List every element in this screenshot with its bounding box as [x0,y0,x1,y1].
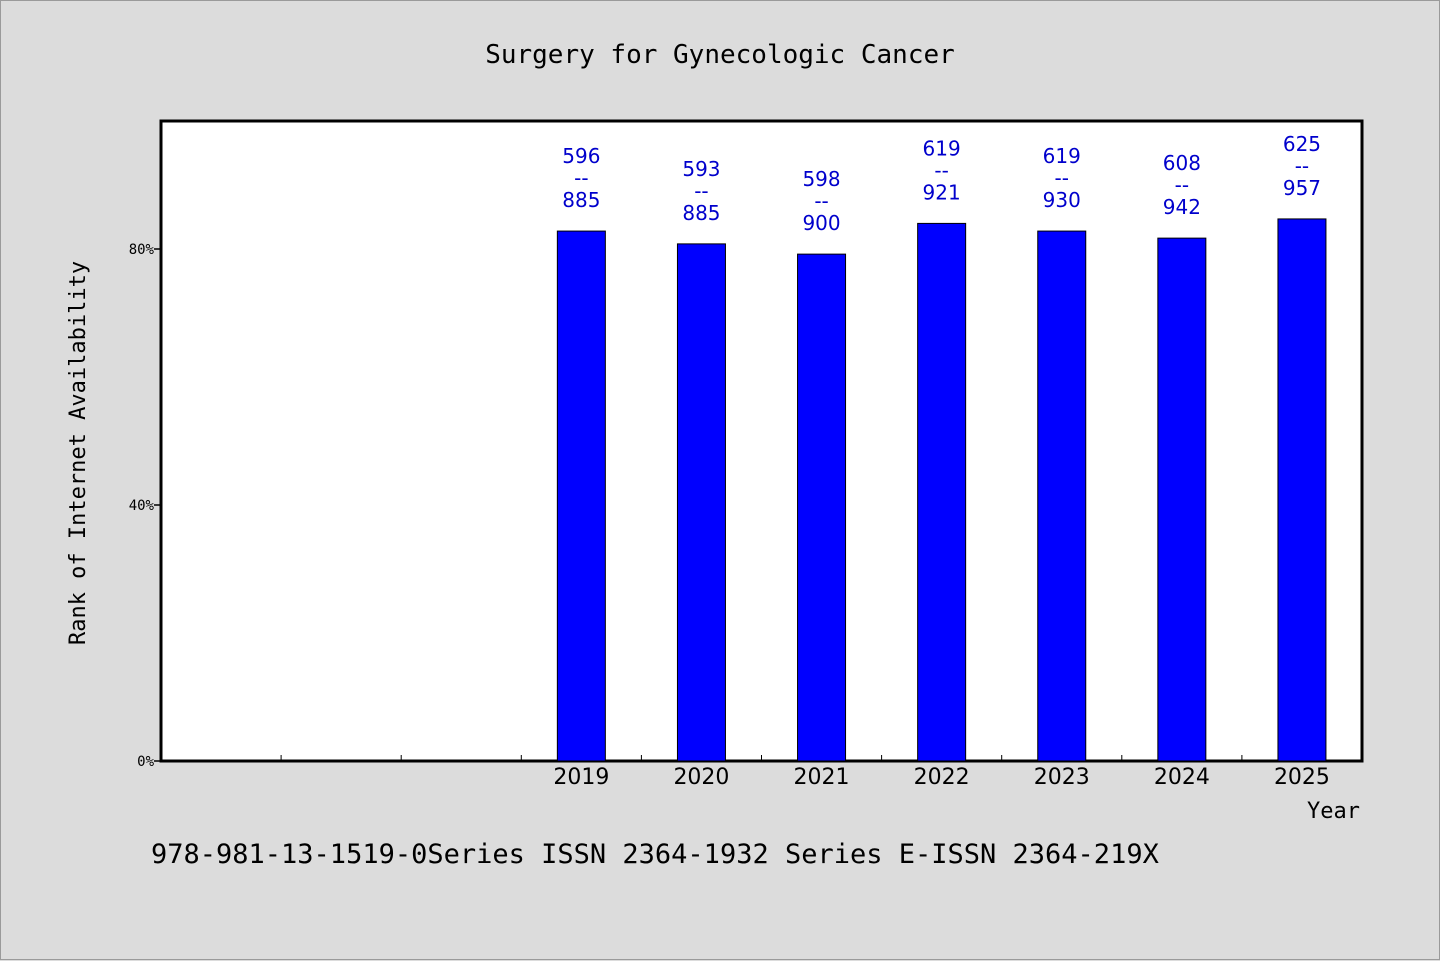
data-label-top: 619 [923,136,961,160]
axis-ticks: 0% 40% 80% [129,242,1243,770]
y-tick-label: 0% [137,754,154,770]
bar-2022 [917,222,967,762]
data-label-sep: -- [574,166,588,190]
data-label-sep: -- [694,179,708,203]
x-tick-label: 2020 [673,765,729,790]
chart-title: Surgery for Gynecologic Cancer [485,40,955,70]
data-label-sep: -- [1175,173,1189,197]
data-label-top: 593 [682,157,720,181]
y-tick-label: 40% [129,498,155,514]
data-label-top: 619 [1043,144,1081,168]
y-tick-label: 80% [129,242,155,258]
data-label-bottom: 885 [682,201,720,225]
data-label-bottom: 921 [923,180,961,204]
y-axis-label: Rank of Internet Availability [66,261,91,645]
bar-2019 [556,230,606,762]
bar-2021 [797,253,847,762]
bar-2025 [1277,218,1327,762]
data-label-bottom: 957 [1283,176,1321,200]
data-label-sep: -- [814,189,828,213]
x-tick-label: 2019 [553,765,609,790]
x-tick-label: 2021 [794,765,850,790]
x-tick-label: 2022 [914,765,970,790]
data-label-bottom: 885 [562,188,600,212]
data-labels: 2019596--8852020593--8852021598--9002022… [553,132,1330,790]
data-label-sep: -- [1055,166,1069,190]
x-tick-label: 2025 [1274,765,1330,790]
data-label-top: 596 [562,144,600,168]
bars [556,218,1327,762]
x-axis-label: Year [1307,799,1360,824]
data-label-bottom: 930 [1043,188,1081,212]
data-label-top: 625 [1283,132,1321,156]
x-tick-label: 2023 [1034,765,1090,790]
data-label-bottom: 942 [1163,195,1201,219]
data-label-top: 608 [1163,151,1201,175]
bar-2023 [1037,230,1087,762]
data-label-sep: -- [934,158,948,182]
data-label-bottom: 900 [802,211,840,235]
bar-2020 [676,243,726,762]
data-label-top: 598 [802,167,840,191]
x-tick-label: 2024 [1154,765,1210,790]
bar-2024 [1157,237,1207,762]
footer-isbn-text: 978-981-13-1519-0Series ISSN 2364-1932 S… [151,839,1159,870]
data-label-sep: -- [1295,154,1309,178]
